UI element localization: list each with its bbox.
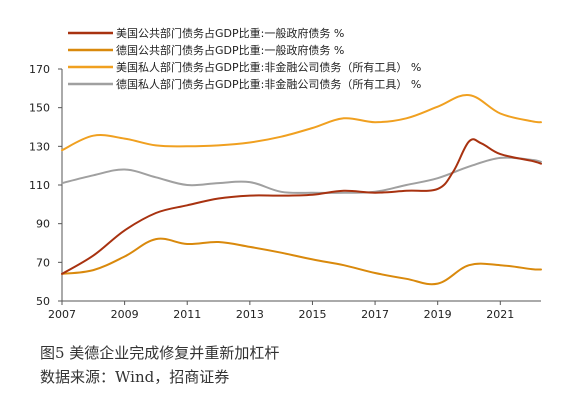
y-tick-label: 170: [29, 63, 50, 76]
legend-label: 美国公共部门债务占GDP比重:一般政府债务 %: [116, 26, 344, 40]
chart-legend: 美国公共部门债务占GDP比重:一般政府债务 % 德国公共部门债务占GDP比重:一般…: [68, 26, 421, 91]
x-tick-label: 2021: [486, 308, 514, 321]
x-tick-label: 2011: [173, 308, 201, 321]
figure-title: 图5 美德企业完成修复并重新加杠杆: [40, 344, 280, 362]
figure-source: 数据来源：Wind，招商证券: [40, 368, 230, 386]
x-tick-label: 2019: [424, 308, 452, 321]
y-tick-label: 50: [36, 295, 50, 308]
series-de-corporate-debt-line: [61, 156, 542, 194]
chart-axes: 50 70 90 110 130 150 170 2007 2009 2011 2013 2015 20…: [29, 63, 541, 321]
series-de-public-debt-line: [61, 237, 542, 286]
chart-series: [61, 94, 542, 286]
y-tick-label: 110: [29, 179, 50, 192]
y-tick-label: 150: [29, 102, 50, 115]
x-tick-label: 2013: [236, 308, 264, 321]
y-tick-label: 90: [36, 218, 50, 231]
legend-label: 美国私人部门债务占GDP比重:非金融公司债务（所有工具） %: [116, 60, 421, 74]
y-tick-label: 130: [29, 140, 50, 153]
legend-label: 德国私人部门债务占GDP比重:非金融公司债务（所有工具） %: [116, 77, 421, 91]
y-tick-label: 70: [36, 256, 50, 269]
x-tick-label: 2007: [48, 308, 76, 321]
line-chart: 美国公共部门债务占GDP比重:一般政府债务 % 德国公共部门债务占GDP比重:一般…: [29, 26, 542, 321]
x-tick-label: 2015: [298, 308, 326, 321]
series-us-public-debt-line: [61, 138, 542, 275]
legend-label: 德国公共部门债务占GDP比重:一般政府债务 %: [116, 43, 344, 57]
x-tick-label: 2017: [361, 308, 389, 321]
x-tick-label: 2009: [111, 308, 139, 321]
series-us-corporate-debt-line: [61, 94, 542, 152]
